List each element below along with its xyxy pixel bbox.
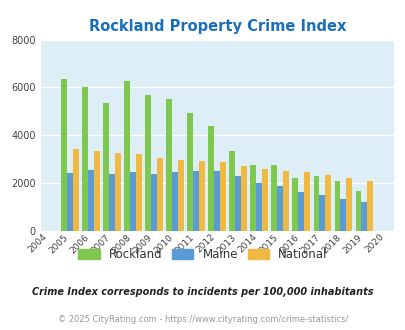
Bar [241,166,247,231]
Bar [61,79,67,231]
Bar [166,99,172,231]
Bar [355,191,360,231]
Bar [313,176,319,231]
Bar [319,195,324,231]
Bar [303,172,309,231]
Legend: Rockland, Maine, National: Rockland, Maine, National [73,244,332,266]
Bar [262,169,267,231]
Bar [235,176,241,231]
Bar [324,175,330,231]
Bar [88,171,94,231]
Bar [136,154,142,231]
Bar [73,149,79,231]
Bar [145,95,151,231]
Bar [220,162,226,231]
Title: Rockland Property Crime Index: Rockland Property Crime Index [88,19,345,34]
Text: Crime Index corresponds to incidents per 100,000 inhabitants: Crime Index corresponds to incidents per… [32,287,373,297]
Bar [283,171,288,231]
Bar [103,103,109,231]
Bar [82,87,88,231]
Bar [115,153,121,231]
Bar [339,199,345,231]
Bar [345,178,351,231]
Bar [334,181,339,231]
Bar [130,172,136,231]
Bar [187,113,193,231]
Bar [292,178,298,231]
Bar [198,161,205,231]
Bar [124,82,130,231]
Bar [256,183,262,231]
Bar [208,126,214,231]
Text: © 2025 CityRating.com - https://www.cityrating.com/crime-statistics/: © 2025 CityRating.com - https://www.city… [58,315,347,324]
Bar [214,171,220,231]
Bar [360,202,367,231]
Bar [298,192,303,231]
Bar [250,165,256,231]
Bar [277,186,283,231]
Bar [172,172,178,231]
Bar [229,151,235,231]
Bar [178,160,183,231]
Bar [367,181,372,231]
Bar [151,174,157,231]
Bar [67,173,73,231]
Bar [94,151,100,231]
Bar [109,174,115,231]
Bar [193,171,198,231]
Bar [157,158,162,231]
Bar [271,165,277,231]
